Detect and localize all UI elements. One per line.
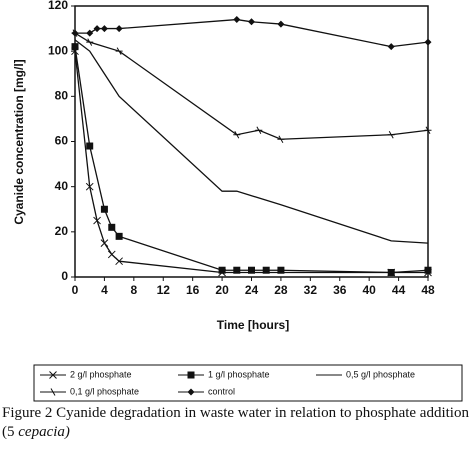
caption: Figure 2 Cyanide degradation in waste wa… [2,404,474,442]
marker [277,20,285,28]
marker [233,266,241,274]
series-line [74,32,429,140]
marker [233,130,241,139]
chart: Time [hours] Cyanide concentration [mg/l… [12,0,463,402]
caption-species: cepacia) [18,424,70,440]
marker [424,38,432,46]
legend-label: 0,5 g/l phosphate [346,369,415,379]
y-tick-label: 100 [48,43,68,57]
x-axis-label: Time [hours] [217,318,289,332]
marker [86,38,94,46]
x-tick-label: 12 [157,283,171,297]
y-tick-label: 40 [55,179,69,193]
x-tick-label: 16 [186,283,200,297]
marker [71,29,79,37]
series-line [74,46,429,274]
marker [93,216,101,225]
marker [424,266,432,274]
marker [93,25,101,33]
marker [277,266,285,274]
x-tick-label: 40 [362,283,376,297]
marker [71,43,79,51]
x-tick-label: 4 [101,283,108,297]
marker [49,371,57,379]
legend-label: 0,1 g/l phosphate [70,386,139,396]
marker [187,371,195,379]
plot-frame [74,5,429,278]
x-tick-label: 32 [304,283,318,297]
y-tick-label: 0 [61,269,68,283]
x-tick-label: 20 [215,283,229,297]
x-tick-label: 48 [421,283,435,297]
marker [424,126,432,134]
caption-text: Figure 2 Cyanide degradation in waste wa… [2,405,469,440]
marker [387,130,395,139]
marker [115,25,123,33]
marker [387,268,395,276]
marker [49,388,57,396]
marker [86,29,94,37]
y-axis-label: Cyanide concentration [mg/l] [12,59,26,224]
marker [387,43,395,51]
x-tick-label: 28 [274,283,288,297]
marker [262,266,270,274]
legend-label: 2 g/l phosphate [70,369,132,379]
legend-label: 1 g/l phosphate [208,369,270,379]
legend-box [33,364,463,402]
marker [100,239,109,247]
marker [115,47,123,55]
x-tick-label: 44 [392,283,406,297]
marker [218,266,226,274]
x-tick-label: 36 [333,283,347,297]
marker [255,126,263,134]
marker [277,135,285,143]
marker [100,25,108,33]
y-tick-label: 60 [55,134,69,148]
series-line [75,18,429,48]
marker [115,232,123,240]
y-tick-label: 20 [55,224,69,238]
x-tick-label: 24 [245,283,259,297]
marker [248,266,255,274]
marker [100,205,108,213]
x-tick-label: 0 [72,283,79,297]
marker [107,250,116,259]
series-line [74,39,429,244]
marker [85,182,94,191]
legend-label: control [208,386,235,396]
y-tick-label: 120 [48,0,68,12]
marker [108,223,116,231]
x-tick-label: 8 [130,283,137,297]
marker [233,16,241,24]
marker [187,388,195,396]
y-tick-label: 80 [55,89,69,103]
marker [115,257,123,266]
marker [86,142,94,150]
marker [248,18,255,26]
